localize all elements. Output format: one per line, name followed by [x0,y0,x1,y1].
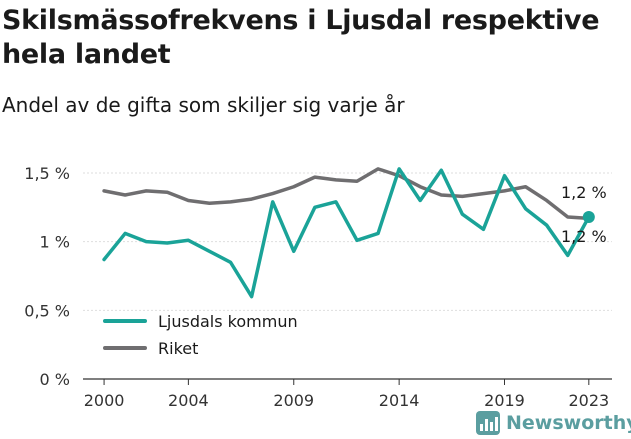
series-line-riket [102,167,591,221]
y-tick-label: 1 % [40,233,70,252]
legend-label: Riket [158,339,198,358]
brand-name: Newsworthy [506,412,631,434]
x-tick-label: 2000 [84,391,125,410]
chart-subtitle: Andel av de gifta som skiljer sig varje … [2,93,405,117]
x-tick-label: 2023 [568,391,609,410]
x-tick-label: 2009 [273,391,314,410]
x-tick-label: 2019 [484,391,525,410]
y-tick-label: 0,5 % [24,301,70,320]
legend: Ljusdals kommun Riket [103,312,298,358]
chart-title: Skilsmässofrekvens i Ljusdal respektive … [2,5,600,70]
x-tick-label: 2004 [168,391,209,410]
end-label-ljusdal: 1,2 % [561,227,607,246]
newsworthy-logo-icon [476,411,500,435]
y-tick-label: 1,5 % [24,164,70,183]
end-point-marker [582,210,595,223]
brand-logo: Newsworthy [476,408,631,438]
legend-label: Ljusdals kommun [158,312,298,331]
series-line-ljusdal [102,167,591,299]
y-axis-ticks: 0 % 0,5 % 1 % 1,5 % [24,164,70,389]
series-lines: 1,2 % 1,2 % [102,167,607,299]
end-label-riket: 1,2 % [561,183,607,202]
y-tick-label: 0 % [40,370,70,389]
x-axis: 2000 2004 2009 2014 2019 2023 [83,378,612,410]
x-tick-label: 2014 [379,391,420,410]
